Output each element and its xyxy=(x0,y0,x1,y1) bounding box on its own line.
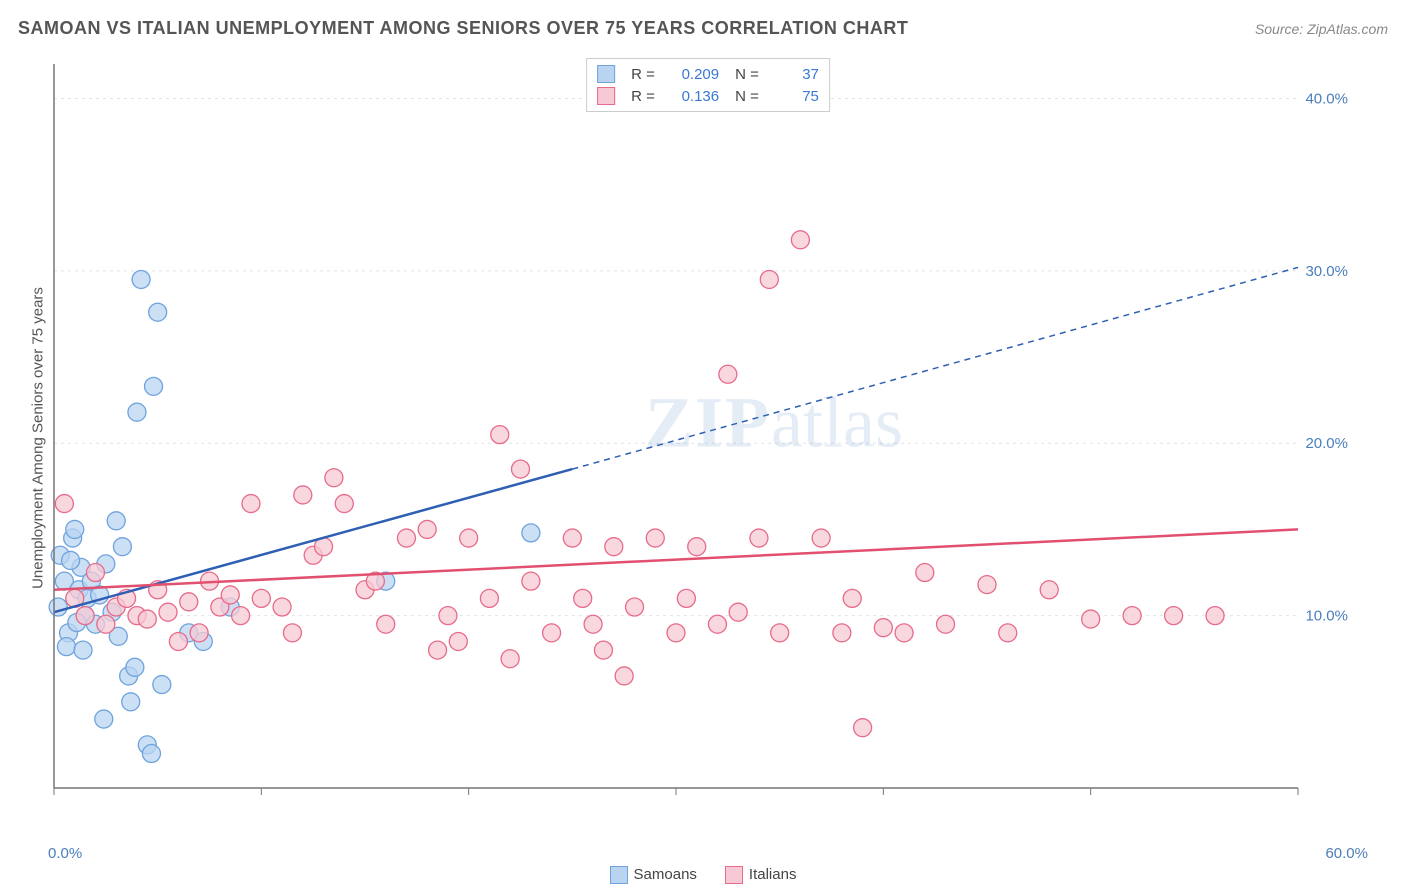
correlation-legend-row: R = 0.136 N = 75 xyxy=(597,85,819,107)
n-label: N = xyxy=(735,66,759,83)
n-value: 75 xyxy=(769,88,819,105)
n-value: 37 xyxy=(769,66,819,83)
legend-swatch xyxy=(597,87,615,105)
r-value: 0.136 xyxy=(669,88,719,105)
y-axis-label: Unemployment Among Seniors over 75 years xyxy=(30,287,47,589)
bottom-legend: Samoans Italians xyxy=(0,866,1406,884)
legend-item: Italians xyxy=(725,866,797,884)
svg-text:10.0%: 10.0% xyxy=(1305,608,1348,625)
legend-swatch xyxy=(725,866,743,884)
r-label: R = xyxy=(631,66,659,83)
chart-container: SAMOAN VS ITALIAN UNEMPLOYMENT AMONG SEN… xyxy=(0,0,1406,892)
svg-text:20.0%: 20.0% xyxy=(1305,435,1348,452)
svg-text:40.0%: 40.0% xyxy=(1305,90,1348,107)
scatter-plot-svg: 10.0% 20.0% 30.0% 40.0% xyxy=(48,58,1368,818)
n-label: N = xyxy=(735,88,759,105)
r-value: 0.209 xyxy=(669,66,719,83)
correlation-legend: R = 0.209 N = 37 R = 0.136 N = 75 xyxy=(586,58,830,112)
legend-label: Italians xyxy=(749,866,797,883)
plot-area: Unemployment Among Seniors over 75 years… xyxy=(48,58,1368,818)
svg-text:30.0%: 30.0% xyxy=(1305,263,1348,280)
chart-title: SAMOAN VS ITALIAN UNEMPLOYMENT AMONG SEN… xyxy=(18,18,908,39)
x-max-label: 60.0% xyxy=(1325,845,1368,862)
r-label: R = xyxy=(631,88,659,105)
legend-swatch xyxy=(597,65,615,83)
x-min-label: 0.0% xyxy=(48,845,82,862)
legend-swatch xyxy=(610,866,628,884)
source-label: Source: ZipAtlas.com xyxy=(1255,21,1388,37)
correlation-legend-row: R = 0.209 N = 37 xyxy=(597,63,819,85)
title-row: SAMOAN VS ITALIAN UNEMPLOYMENT AMONG SEN… xyxy=(18,18,1388,39)
legend-item: Samoans xyxy=(610,866,697,884)
legend-label: Samoans xyxy=(634,866,697,883)
x-axis-corner-labels: 0.0% 60.0% xyxy=(48,845,1368,862)
